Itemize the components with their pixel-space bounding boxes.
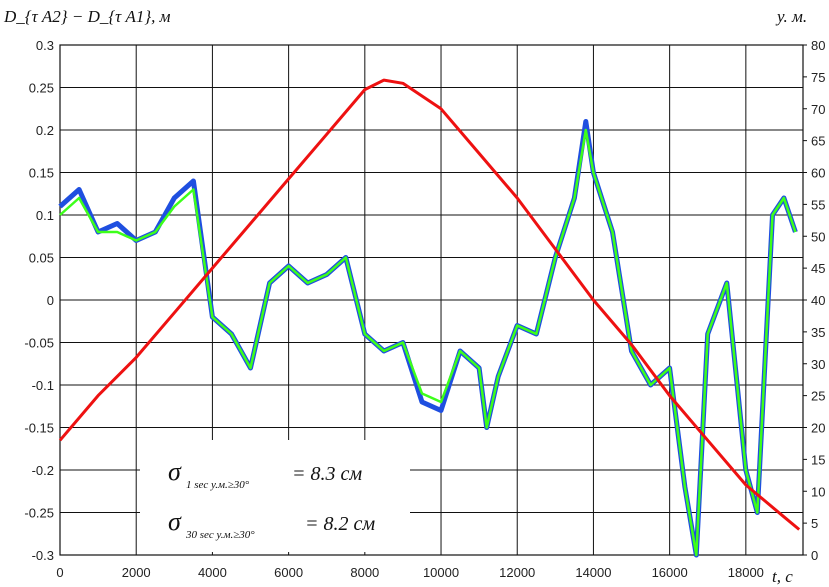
y-left-axis-title: D_{τ A2} − D_{τ A1}, м [3,7,171,26]
y-left-tick-label: -0.2 [32,463,54,478]
series-line-3 [58,78,801,531]
y-left-axis-ticks: 0.3 0.25 0.2 0.15 0.1 0.05 0 -0.05 -0.1 -0.15 -0.2… [24,38,54,563]
y-left-tick-label: 0.25 [29,81,54,96]
y-right-tick-label: 65 [811,134,825,149]
x-tick-label: 12000 [499,565,535,580]
y-left-tick-label: 0.2 [36,123,54,138]
y-left-tick-label: -0.25 [24,506,54,521]
x-tick-label: 8000 [350,565,379,580]
y-right-tick-label: 55 [811,197,825,212]
y-right-axis-title: у. м. [775,7,807,26]
y-right-tick-label: 70 [811,102,825,117]
x-axis-ticks: 0 2000 4000 6000 8000 10000 12000 14000 16000 180… [56,565,764,580]
y-left-tick-label: -0.3 [32,548,54,563]
x-tick-label: 0 [56,565,63,580]
y-right-tick-label: 10 [811,484,825,499]
y-left-tick-label: 0 [47,293,54,308]
y-left-tick-label: 0.1 [36,208,54,223]
x-tick-label: 16000 [652,565,688,580]
annotation-1-value: = 8.3 см [292,463,362,485]
x-tick-label: 6000 [274,565,303,580]
annotation-2-value: = 8.2 см [305,513,375,535]
annotation-1-sigma: σ [168,457,182,486]
annotation-2-sigma: σ [168,507,182,536]
y-right-tick-label: 45 [811,261,825,276]
y-right-tick-label: 80 [811,38,825,53]
y-right-tick-label: 50 [811,229,825,244]
y-right-tick-label: 25 [811,389,825,404]
y-right-tick-label: 20 [811,421,825,436]
series-lines [58,78,801,558]
y-left-tick-label: -0.1 [32,378,54,393]
annotation-1-subscript: 1 sec у.м.≥30° [186,479,250,491]
y-left-tick-label: 0.3 [36,38,54,53]
x-tick-label: 10000 [423,565,459,580]
annotation-2-subscript: 30 sec у.м.≥30° [185,529,255,541]
y-right-tick-label: 35 [811,325,825,340]
y-right-tick-label: 0 [811,548,818,563]
x-tick-label: 14000 [575,565,611,580]
y-right-tick-label: 75 [811,70,825,85]
x-axis-title: t, c [772,567,793,586]
annotation-box: σ 1 sec у.м.≥30° = 8.3 см σ 30 sec у.м.≥… [140,440,410,552]
y-left-tick-label: -0.15 [24,421,54,436]
x-tick-label: 2000 [122,565,151,580]
x-tick-label: 4000 [198,565,227,580]
y-right-tick-label: 15 [811,452,825,467]
y-right-tick-label: 40 [811,293,825,308]
y-right-tick-label: 5 [811,516,818,531]
y-right-tick-label: 60 [811,166,825,181]
y-left-tick-label: 0.05 [29,251,54,266]
y-left-tick-label: -0.05 [24,336,54,351]
x-tick-label: 18000 [728,565,764,580]
series-line-2 [59,128,797,557]
y-right-tick-label: 30 [811,357,825,372]
y-left-tick-label: 0.15 [29,166,54,181]
annotation-background [140,440,410,552]
